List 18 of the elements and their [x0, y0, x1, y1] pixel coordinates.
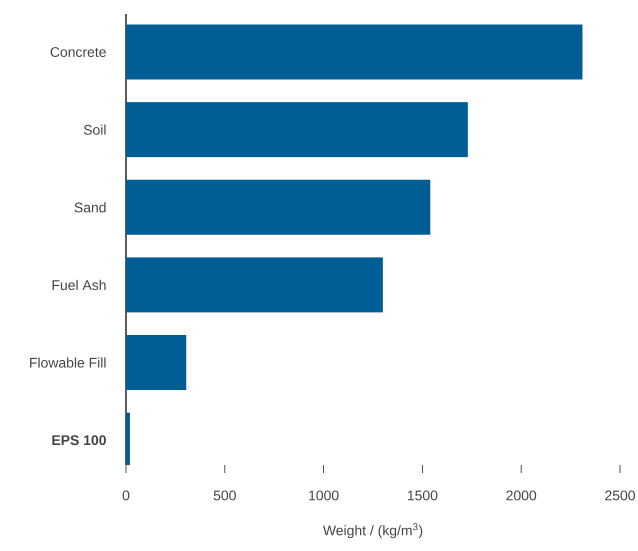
- y-tick-label: Fuel Ash: [52, 280, 106, 290]
- y-tick-label: Concrete: [50, 47, 106, 57]
- y-tick-label: Flowable Fill: [30, 357, 106, 368]
- bar: [126, 180, 430, 235]
- y-tick-label: Soil: [84, 124, 106, 135]
- x-axis-title: Weight / (kg/m$^{3}$): [322, 523, 422, 538]
- bar: [126, 24, 582, 80]
- y-tick-label: Sand: [74, 202, 106, 212]
- bar: [126, 102, 468, 158]
- x-tick-label: 0: [122, 490, 130, 500]
- x-tick-label: 2500: [605, 490, 635, 500]
- bar: [126, 335, 186, 390]
- bar: [126, 257, 383, 312]
- x-tick-label: 1000: [309, 490, 339, 500]
- y-tick-label: EPS 100: [52, 435, 106, 446]
- x-tick-label: 500: [214, 490, 236, 500]
- x-tick-label: 1500: [408, 490, 438, 500]
- x-tick-label: 2000: [506, 490, 536, 500]
